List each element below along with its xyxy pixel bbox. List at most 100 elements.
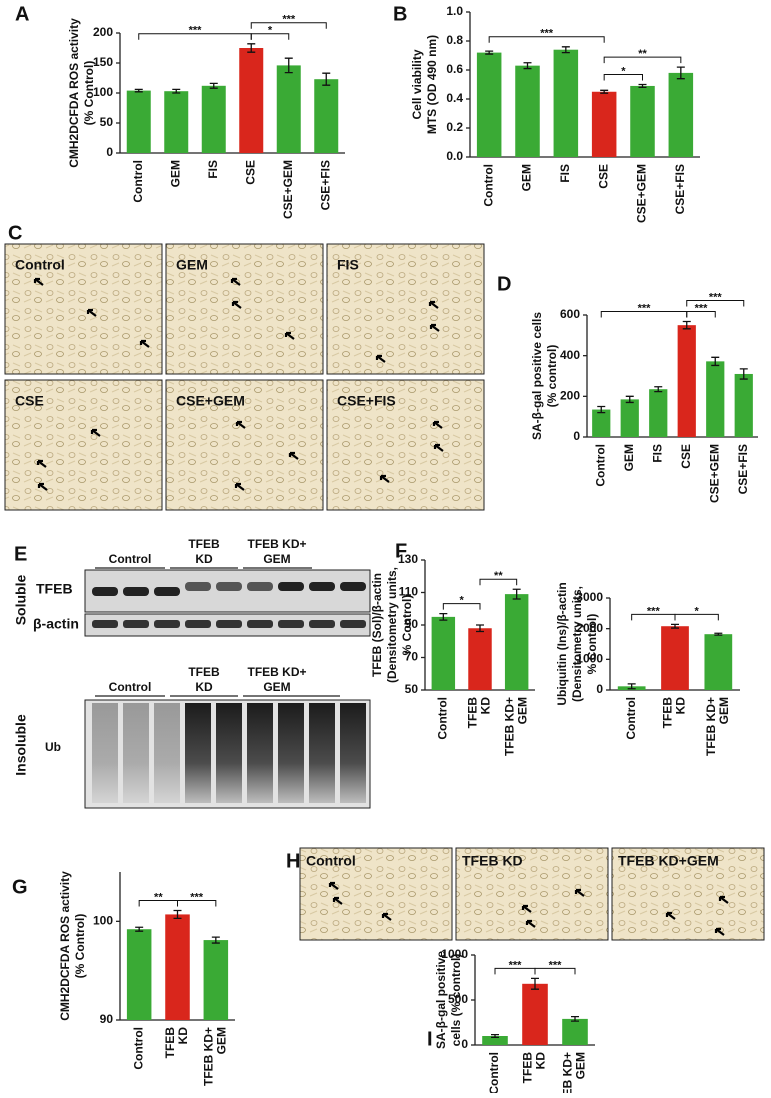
y-tick-label: 0.4 (446, 91, 463, 105)
arrow (230, 277, 241, 286)
micrograph-label: CSE (15, 393, 44, 409)
y-axis-label: TFEB (Sol)/β-actin (370, 573, 384, 677)
micrograph (326, 379, 485, 511)
band (154, 587, 180, 596)
micrograph (299, 847, 453, 941)
panel-label: I (427, 1028, 433, 1050)
group-label: GEM (263, 680, 290, 694)
significance-label: *** (509, 959, 523, 971)
x-tick-label: CSE (679, 444, 693, 469)
x-tick-label: CSE (596, 164, 610, 189)
arrow (432, 420, 443, 429)
error-bar (485, 50, 494, 55)
band (247, 620, 273, 628)
x-tick-label: CSE+FIS (673, 164, 687, 214)
bar (239, 48, 264, 153)
x-tick-label: GEM (574, 1052, 588, 1079)
significance-label: * (268, 25, 273, 37)
panel-label: F (395, 540, 407, 562)
significance-label: *** (638, 302, 652, 314)
micrograph (165, 379, 324, 511)
micrograph-label: Control (306, 853, 356, 869)
smear (123, 703, 149, 803)
x-tick-label: TFEB KD+ (202, 1027, 216, 1086)
y-axis-label: CMH2DCFDA ROS activity (58, 871, 72, 1021)
x-tick-label: GEM (520, 164, 534, 191)
y-axis-label: cells (% control) (449, 954, 463, 1047)
error-bar (135, 926, 144, 932)
group-label: TFEB (188, 665, 220, 679)
y-tick-label: 70 (405, 650, 419, 664)
bar (620, 399, 639, 437)
micrograph-label: TFEB KD (462, 853, 523, 869)
group-label: TFEB KD+ (247, 537, 306, 551)
arrow (284, 331, 295, 340)
error-bar (173, 909, 182, 920)
x-tick-label: CSE+GEM (281, 160, 295, 219)
bar (649, 389, 668, 437)
error-bar (625, 395, 634, 404)
significance-bracket (177, 899, 217, 907)
significance-label: *** (189, 25, 203, 37)
significance-bracket (479, 578, 518, 586)
bar (706, 361, 725, 437)
y-tick-label: 130 (398, 552, 418, 566)
y-axis-label: SA-β-gal positive cells (530, 312, 544, 440)
x-tick-label: GEM (168, 160, 182, 187)
significance-bracket (603, 74, 643, 81)
y-tick-label: 0 (573, 429, 580, 443)
x-tick-label: Control (481, 164, 495, 207)
y-tick-label: 100 (93, 914, 113, 928)
smear (278, 703, 304, 803)
arrow (525, 919, 536, 928)
significance-bracket (250, 33, 290, 40)
error-bar (172, 88, 181, 94)
arrow (231, 300, 242, 309)
band (92, 587, 118, 596)
significance-bracket (603, 56, 682, 64)
y-tick-label: 600 (560, 307, 580, 321)
arrow (428, 300, 439, 309)
x-tick-label: CSE+GEM (707, 444, 721, 503)
band (309, 582, 335, 591)
error-bar (322, 72, 331, 86)
significance-bracket (686, 311, 716, 318)
error-bar (597, 405, 606, 414)
error-bar (247, 43, 256, 53)
bar (126, 929, 152, 1020)
micrograph-label: TFEB KD+GEM (618, 853, 719, 869)
bar (553, 49, 579, 158)
micrograph-label: CSE+GEM (176, 393, 245, 409)
x-tick-label: TFEB (521, 1052, 535, 1084)
arrow (288, 451, 299, 460)
significance-label: *** (549, 959, 563, 971)
x-tick-label: TFEB KD+ (704, 697, 718, 756)
y-tick-label: 90 (100, 1012, 114, 1026)
arrow (433, 443, 444, 452)
error-bar (439, 612, 448, 621)
y-tick-label: 500 (448, 992, 468, 1006)
x-tick-label: KD (534, 1052, 548, 1070)
band (340, 582, 366, 591)
bar (630, 85, 655, 157)
y-axis-label: (Densitometry units, (570, 586, 584, 702)
y-tick-label: 2000 (576, 621, 603, 635)
x-tick-label: TFEB KD+ (502, 697, 516, 756)
arrow (139, 339, 150, 348)
micrograph (611, 847, 765, 941)
band (247, 582, 273, 591)
band (278, 582, 304, 591)
error-bar (476, 624, 484, 633)
micrograph (4, 243, 163, 375)
group-label: TFEB (188, 537, 220, 551)
smear (185, 703, 211, 803)
error-bar (491, 1034, 499, 1038)
significance-bracket (250, 22, 327, 29)
x-tick-label: KD (176, 1027, 190, 1045)
micrograph-label: Control (15, 257, 65, 273)
arrow (574, 888, 585, 897)
significance-bracket (686, 300, 745, 307)
bar (431, 616, 456, 690)
bar (164, 91, 189, 153)
